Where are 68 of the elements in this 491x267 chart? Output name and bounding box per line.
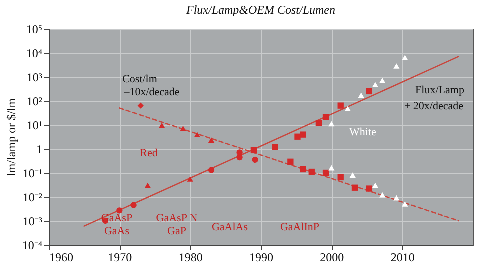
point — [358, 92, 364, 98]
point — [402, 55, 408, 60]
point — [116, 208, 123, 214]
annotation: GaAlAs — [212, 222, 248, 234]
y-tick-label: 10⁻¹ — [22, 166, 43, 180]
chart-title: Flux/Lamp&OEM Cost/Lumen — [186, 3, 336, 17]
point — [138, 102, 144, 109]
annotation: White — [350, 126, 376, 138]
annotation: Red — [140, 148, 158, 160]
point — [208, 167, 215, 174]
point — [328, 121, 335, 127]
annotation: GaAlInP — [280, 222, 320, 234]
point — [187, 176, 194, 182]
point — [372, 182, 379, 188]
point — [338, 102, 344, 109]
point — [288, 158, 294, 165]
point — [300, 166, 306, 173]
point — [394, 195, 400, 201]
x-tick-label: 2010 — [390, 250, 415, 264]
y-tick-label: 10³ — [26, 70, 43, 84]
x-tick-label: 1960 — [50, 250, 74, 264]
point — [300, 132, 306, 138]
point — [350, 172, 356, 178]
point — [379, 78, 386, 84]
x-tick-label: 1990 — [250, 250, 274, 264]
point — [322, 170, 330, 176]
point — [144, 182, 152, 188]
point — [372, 82, 379, 88]
annotation: GaP — [168, 226, 186, 238]
point — [252, 156, 258, 164]
annotation: GaAsP N — [156, 212, 198, 224]
point — [194, 132, 200, 138]
annotation: Cost/lm — [122, 74, 158, 86]
point — [366, 88, 372, 95]
x-tick-label: 1980 — [178, 250, 203, 264]
y-tick-label: 10⁻³ — [22, 214, 43, 228]
point — [308, 168, 315, 176]
y-tick-label: 10⁻⁴ — [22, 238, 42, 252]
point — [352, 184, 358, 191]
point — [272, 144, 278, 150]
point — [379, 192, 386, 198]
y-tick-label: 10¹ — [26, 118, 43, 132]
x-tick-label: 1970 — [108, 250, 132, 264]
point — [208, 138, 215, 143]
point — [402, 202, 408, 207]
point — [338, 174, 344, 181]
point — [328, 165, 335, 171]
y-tick-label: 10² — [26, 94, 43, 108]
point — [322, 114, 330, 120]
y-tick-label: 10⁴ — [26, 46, 42, 60]
point — [158, 122, 166, 128]
point — [180, 126, 186, 132]
point — [316, 120, 322, 126]
y-tick-label: 10⁵ — [26, 22, 42, 36]
point — [294, 134, 301, 140]
point — [130, 202, 137, 208]
point — [250, 147, 258, 154]
point — [394, 64, 400, 69]
annotation: –10x/decade — [124, 86, 180, 98]
y-tick-label: 10⁻² — [22, 190, 43, 204]
point — [366, 186, 372, 192]
x-tick-label: 2000 — [320, 250, 344, 264]
annotation: GaAs — [104, 226, 130, 238]
point — [344, 106, 351, 112]
annotation: + 20x/decade — [404, 100, 464, 112]
y-axis-title: lm/lamp or $/lm — [4, 98, 18, 176]
y-tick-label: 1 — [36, 142, 42, 156]
annotation: Flux/Lamp — [416, 84, 464, 96]
